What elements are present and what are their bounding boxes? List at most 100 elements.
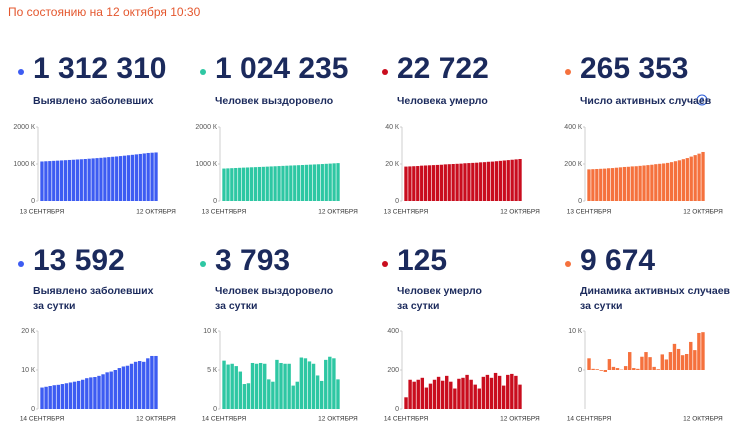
bar [59,160,64,201]
stat-label: Выявлено заболевших [33,285,154,297]
bar [105,372,109,409]
bar [85,378,89,409]
x-tick-label: 13 СЕНТЯБРЯ [20,209,65,216]
bar [40,161,44,201]
bar [226,168,230,201]
header-title: По состоянию на 12 октября 10:30 [8,5,201,19]
bar [303,358,308,409]
bar [263,363,267,409]
info-icon[interactable] [696,94,708,106]
headline-number: 1 312 310 [33,52,166,85]
bar [447,164,451,201]
y-tick-label: 400 [387,328,399,335]
bar [693,155,697,201]
bar [614,167,619,201]
bar [261,166,265,201]
x-tick-label: 12 ОКТЯБРЯ [500,209,540,216]
x-tick-label: 12 ОКТЯБРЯ [500,416,540,423]
bar [673,161,678,201]
bar [615,368,620,370]
bar [632,368,636,370]
bar [449,381,453,409]
stat-label: за сутки [397,300,440,312]
stat-label: за сутки [215,300,258,312]
y-tick-label: 5 К [207,367,218,374]
bar [423,165,428,201]
bar [506,374,510,409]
bar [312,164,317,201]
bar [435,164,440,201]
bar [67,159,72,201]
bar [701,332,705,370]
bar [113,370,117,409]
x-tick-label: 12 ОКТЯБРЯ [318,209,358,216]
y-tick-label: 200 К [564,161,583,168]
bar [254,363,259,409]
bar [493,372,498,409]
bullet-dot [565,69,571,75]
bar [665,162,670,201]
bar [469,379,473,409]
bar [230,363,234,409]
bar [150,355,154,409]
stat-label: за сутки [580,300,623,312]
bar [658,163,662,201]
bar [497,375,502,409]
bar [693,350,697,370]
bar [697,153,701,201]
bar [316,164,321,201]
bar [287,363,291,409]
bar [93,377,97,409]
bar [320,164,324,201]
bar [623,366,628,370]
bar [489,377,494,409]
bar [291,385,295,409]
bar [603,370,608,372]
y-tick-label: 0 [31,198,35,205]
bar [304,164,309,201]
bar [68,382,73,409]
bar [420,165,424,201]
bar [459,163,463,201]
bar [428,383,433,409]
bar [241,167,246,201]
bar [642,165,646,201]
x-tick-label: 12 ОКТЯБРЯ [318,416,358,423]
bar [427,165,432,201]
y-tick-label: 0 [395,198,399,205]
bar [498,160,503,201]
bar [420,377,425,409]
bar [146,152,150,201]
bar [293,165,297,201]
bar [117,368,122,409]
bar [451,164,455,201]
bar [48,385,52,409]
bar [249,167,254,201]
bar [510,159,514,201]
bar [408,379,412,409]
bar [230,168,234,201]
bar [697,332,701,370]
bar [150,152,154,201]
bar [273,166,277,201]
bar [587,358,591,370]
bar [142,361,146,409]
bar [332,358,336,409]
bar [626,166,630,201]
bar [234,366,238,409]
bar [245,167,250,201]
bar [332,163,336,201]
x-tick-label: 12 ОКТЯБРЯ [136,209,176,216]
bar [269,166,273,201]
bar [684,354,689,370]
bar [336,379,340,409]
info-icon-mark[interactable]: ? [700,97,704,104]
bar [300,164,305,201]
bar [599,370,603,371]
bar [607,359,612,370]
bar [591,169,595,201]
bar [440,380,445,409]
bar [40,387,44,409]
x-tick-label: 12 ОКТЯБРЯ [136,416,176,423]
bar [115,156,119,201]
